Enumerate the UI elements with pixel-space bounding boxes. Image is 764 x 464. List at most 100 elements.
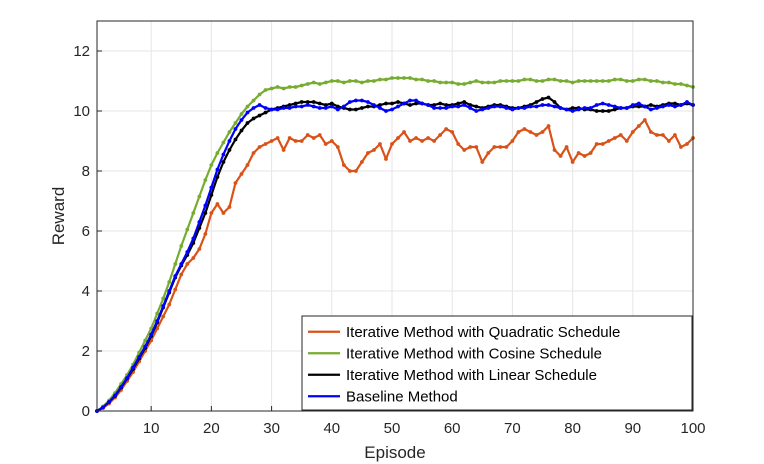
data-point [335,145,340,149]
data-point [366,104,370,109]
data-point [450,130,455,134]
data-point [450,104,455,109]
data-point [468,145,473,149]
data-point [185,227,190,232]
data-point [582,79,587,83]
data-point [390,101,394,106]
data-point [462,103,467,107]
legend-entry-label: Iterative Method with Cosine Schedule [346,345,602,362]
legend: Iterative Method with Quadratic Schedule… [301,315,693,411]
legend-entry-label: Baseline Method [346,388,458,405]
data-point [233,121,238,125]
data-point [474,79,479,83]
data-point [661,104,665,109]
data-point [161,304,166,308]
data-point [347,100,352,104]
data-point [233,127,238,131]
data-point [432,139,437,143]
data-point [408,103,412,107]
data-point [402,101,406,106]
data-point [143,344,148,349]
data-point [564,107,569,112]
data-point [335,79,340,83]
data-point [396,136,400,140]
data-point [131,365,136,370]
data-point [612,136,617,140]
data-point [378,142,382,146]
data-point [492,104,497,109]
data-point [119,385,123,389]
data-point [384,109,388,113]
data-point [564,145,569,149]
data-point [408,98,412,103]
data-point [366,100,370,104]
y-tick-label: 10 [73,103,90,120]
data-point [552,100,557,104]
data-point [311,136,316,140]
data-point [570,109,575,113]
data-point [317,101,322,106]
data-point [534,100,539,104]
data-point [245,104,250,109]
data-point [396,76,400,80]
y-tick-label: 2 [82,343,90,360]
data-point [444,127,449,131]
data-point [269,86,274,91]
data-point [414,77,418,82]
data-point [161,314,166,319]
data-point [263,110,268,115]
data-point [618,133,623,137]
data-point [528,104,533,109]
data-point [323,142,328,146]
data-point [540,79,545,83]
data-point [209,193,214,197]
data-point [396,100,400,104]
data-point [673,133,677,137]
data-point [269,107,274,112]
data-point [239,112,244,116]
data-point [426,103,431,107]
data-point [630,103,635,107]
data-point [630,79,635,83]
data-point [504,79,509,83]
data-point [257,113,262,118]
data-point [329,101,334,106]
data-point [426,136,431,140]
data-point [516,130,521,134]
data-point [685,142,689,146]
data-point [438,80,443,85]
data-point [420,101,424,106]
data-point [534,79,539,83]
series-line [96,99,694,412]
data-point [600,142,605,146]
data-point [685,83,689,88]
data-point [546,77,551,82]
data-point [287,103,292,107]
data-point [679,103,683,107]
data-point [155,326,160,331]
series-layer [95,76,695,413]
data-point [197,220,202,224]
data-point [438,106,443,110]
data-point [161,296,166,301]
data-point [594,79,599,83]
data-point [209,185,214,190]
data-point [378,103,382,107]
data-point [612,77,617,82]
data-point [390,107,394,112]
data-point [612,104,617,109]
data-point [661,133,665,137]
data-point [353,107,358,112]
y-tick-label: 12 [73,43,90,60]
data-point [257,145,262,149]
data-point [679,145,683,149]
data-point [317,133,322,137]
data-point [167,302,172,307]
data-point [648,79,653,83]
plot-frame [96,20,694,412]
data-point [269,139,274,143]
data-point [606,103,611,107]
data-point [504,145,509,149]
data-point [661,80,665,85]
data-point [221,152,226,157]
